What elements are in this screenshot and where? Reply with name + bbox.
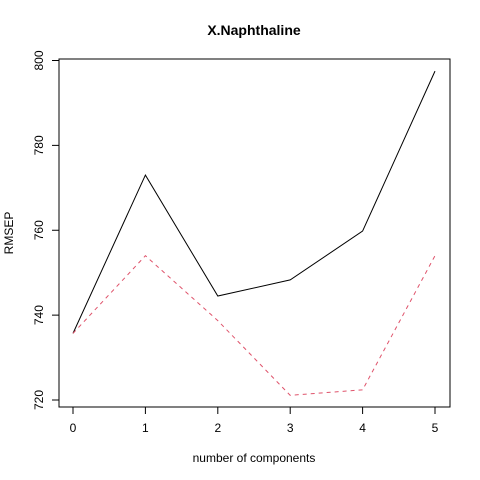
y-axis-label: RMSEP bbox=[2, 212, 16, 255]
x-axis: 0 1 2 3 4 5 bbox=[70, 406, 439, 435]
x-tick-label: 4 bbox=[359, 421, 366, 435]
chart-title: X.Naphthaline bbox=[207, 22, 301, 38]
y-tick-label: 780 bbox=[32, 135, 46, 155]
y-tick-label: 720 bbox=[32, 390, 46, 410]
x-tick-label: 3 bbox=[287, 421, 294, 435]
plot-frame bbox=[58, 58, 451, 408]
x-tick-label: 5 bbox=[432, 421, 439, 435]
x-tick-label: 0 bbox=[70, 421, 77, 435]
series-line-1 bbox=[72, 70, 436, 334]
x-tick-label: 2 bbox=[214, 421, 221, 435]
series-layer bbox=[72, 70, 436, 396]
y-axis: 720 740 760 780 800 bbox=[32, 50, 60, 410]
x-tick-label: 1 bbox=[142, 421, 149, 435]
x-axis-label: number of components bbox=[193, 451, 316, 465]
series-line-2 bbox=[72, 255, 436, 396]
y-tick-label: 760 bbox=[32, 220, 46, 240]
y-tick-label: 800 bbox=[32, 50, 46, 70]
y-tick-label: 740 bbox=[32, 305, 46, 325]
